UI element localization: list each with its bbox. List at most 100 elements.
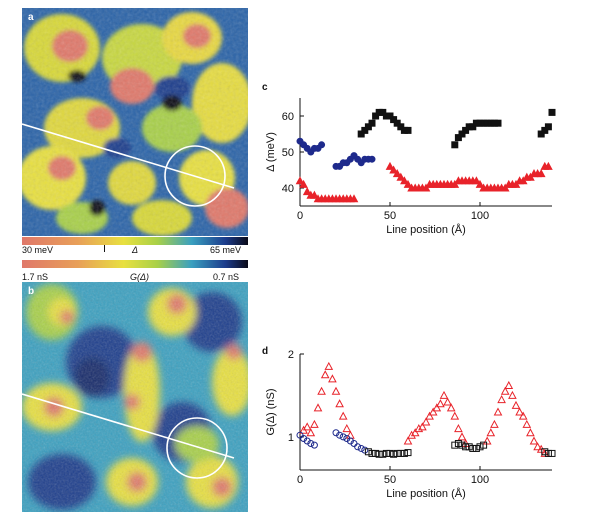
data-point-square <box>382 449 390 457</box>
colorbar-conductance-min: 0.7 nS <box>213 272 240 282</box>
data-point-square <box>544 449 552 457</box>
data-point-square <box>548 449 556 457</box>
data-point-square <box>462 126 470 134</box>
data-point-triangle <box>403 179 413 188</box>
data-point-square <box>372 112 380 120</box>
data-point-triangle <box>454 424 463 433</box>
data-point-triangle <box>533 442 542 451</box>
data-point-triangle <box>385 161 395 170</box>
data-point-circle <box>354 443 362 451</box>
data-point-triangle <box>526 428 535 437</box>
colorbar-gap-min: 30 meV <box>22 245 54 255</box>
data-point-triangle <box>493 407 503 416</box>
data-point-triangle <box>317 386 326 395</box>
data-point-square <box>458 441 466 449</box>
data-point-triangle <box>432 403 442 412</box>
data-point-triangle <box>421 417 431 426</box>
x-tick-label: 0 <box>297 210 303 222</box>
data-point-square <box>368 119 376 127</box>
y-axis-label: G(Δ) (nS) <box>265 388 277 435</box>
colorbar-gap-max: 65 meV <box>210 245 242 255</box>
data-point-triangle <box>544 161 553 170</box>
data-point-triangle <box>310 419 319 428</box>
data-point-square <box>537 130 545 138</box>
data-point-triangle <box>418 422 427 431</box>
data-point-square <box>364 448 372 456</box>
data-point-triangle <box>443 397 452 406</box>
data-point-triangle <box>338 411 348 420</box>
data-point-square <box>462 443 470 451</box>
data-point-square <box>390 116 398 124</box>
x-tick-label: 100 <box>471 474 489 486</box>
data-point-square <box>454 439 462 447</box>
data-point-triangle <box>335 399 344 408</box>
data-point-triangle <box>410 428 420 437</box>
colorbar-conductance-max: 1.7 nS <box>22 272 49 282</box>
data-point-circle <box>368 155 376 163</box>
y-axis-label: Δ (meV) <box>265 132 277 172</box>
data-point-square <box>469 444 477 452</box>
data-point-square <box>404 126 412 134</box>
data-point-triangle <box>475 179 485 188</box>
data-point-circle <box>307 439 315 447</box>
colorbar-gap <box>22 237 248 245</box>
data-point-triangle <box>392 169 402 178</box>
data-point-square <box>469 123 477 131</box>
data-point-triangle <box>529 436 539 445</box>
data-point-triangle <box>400 176 409 185</box>
data-point-triangle <box>522 419 532 428</box>
data-point-triangle <box>518 411 528 420</box>
data-point-square <box>476 443 484 451</box>
data-point-square <box>454 134 462 142</box>
data-point-circle <box>336 431 344 439</box>
panel-label-d: d <box>262 346 269 357</box>
data-point-triangle <box>295 176 305 185</box>
data-point-square <box>361 126 369 134</box>
data-point-square <box>375 450 383 458</box>
data-point-square <box>372 449 380 457</box>
data-point-circle <box>361 446 369 454</box>
data-point-triangle <box>511 400 521 409</box>
panel-label-b: b <box>28 286 35 297</box>
data-point-triangle <box>540 448 550 457</box>
data-point-square <box>390 450 398 458</box>
data-point-circle <box>339 433 347 441</box>
data-point-triangle <box>342 424 352 433</box>
data-point-square <box>397 449 405 457</box>
data-point-triangle <box>450 411 460 420</box>
data-point-triangle <box>310 190 319 199</box>
data-point-square <box>541 126 549 134</box>
data-point-triangle <box>490 419 499 428</box>
data-point-triangle <box>328 374 337 383</box>
data-point-square <box>400 449 408 457</box>
y-tick-label: 40 <box>282 183 294 195</box>
x-axis-label: Line position (Å) <box>386 223 466 236</box>
data-point-square <box>480 441 488 449</box>
data-point-triangle <box>446 403 456 412</box>
data-point-square <box>494 119 502 127</box>
data-point-square <box>541 448 549 456</box>
chart-c: 0 50 100 40 50 60 Line position (Å) Δ (meV) <box>265 98 556 236</box>
data-point-triangle <box>425 411 434 420</box>
data-point-square <box>544 123 552 131</box>
panel-label-c: c <box>262 82 268 93</box>
data-point-square <box>472 444 480 452</box>
colorbar-gap-symbol: Δ <box>132 245 139 255</box>
colorbar-gap-tick <box>104 245 105 252</box>
y-tick-label: 2 <box>288 349 294 361</box>
data-point-triangle <box>500 386 510 395</box>
data-point-square <box>451 441 459 449</box>
data-point-square <box>379 450 387 458</box>
chart-d: 0 50 100 1 2 Line position (Å) G(Δ) (nS) <box>265 349 556 500</box>
data-point-triangle <box>482 436 492 445</box>
data-point-square <box>548 108 556 116</box>
data-point-triangle <box>389 165 398 174</box>
data-point-square <box>386 112 394 120</box>
data-point-triangle <box>439 390 449 399</box>
data-point-triangle <box>302 422 312 431</box>
data-point-triangle <box>497 395 506 404</box>
data-point-square <box>393 449 401 457</box>
x-tick-label: 0 <box>297 474 303 486</box>
data-point-triangle <box>324 361 334 370</box>
data-point-triangle <box>306 428 316 437</box>
